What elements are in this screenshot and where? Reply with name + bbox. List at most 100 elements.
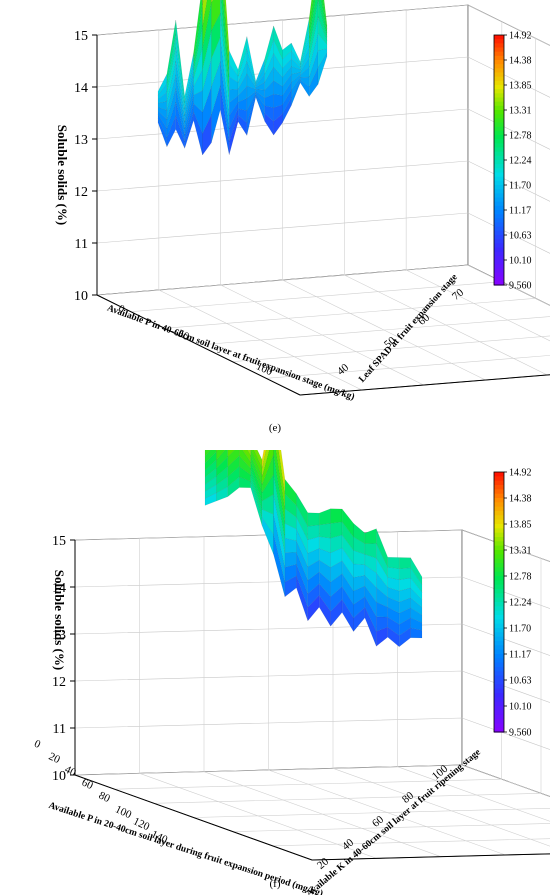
z-tick-label: 10 [74, 289, 88, 304]
surface-patch [399, 557, 411, 569]
colorbar-segment [494, 532, 504, 538]
z-tick-label: 12 [52, 675, 66, 690]
z-tick-label: 14 [52, 581, 66, 596]
colorbar-segment [494, 93, 504, 99]
colorbar-segment [494, 519, 504, 525]
colorbar-segment [494, 597, 504, 603]
colorbar-segment [494, 180, 504, 186]
colorbar-tick-label: 13.85 [509, 520, 532, 531]
colorbar-segment [494, 545, 504, 551]
surface-patch [319, 523, 331, 539]
colorbar-segment [494, 589, 504, 594]
colorbar-tick-label: 12.24 [509, 598, 532, 609]
surface-patch [309, 0, 314, 29]
colorbar-segment [494, 39, 504, 44]
colorbar-segment [494, 268, 504, 274]
colorbar-segment [494, 558, 504, 564]
colorbar-segment [494, 64, 504, 69]
colorbar-segment [494, 135, 504, 140]
surface-patch [216, 450, 218, 453]
colorbar-segment [494, 727, 504, 733]
colorbar-segment [494, 68, 504, 74]
colorbar-segment [494, 537, 504, 542]
gridline-floor [232, 823, 550, 832]
z-tick-label: 14 [74, 81, 88, 96]
colorbar-tick-label: 13.31 [509, 546, 532, 557]
z-axis-title: Soluble solids (%) [52, 570, 67, 670]
surface-patch [330, 508, 343, 524]
colorbar-tick-label: 13.31 [509, 106, 532, 117]
surface-e [157, 0, 328, 156]
surface-patch [227, 450, 240, 468]
colorbar-segment [494, 576, 504, 581]
z-axis-title: Soluble solids (%) [55, 125, 70, 225]
back-wall-right [467, 4, 550, 306]
colorbar-segment [494, 222, 504, 228]
colorbar-tick-label: 9.560 [509, 728, 532, 739]
chart-frame-f [70, 529, 550, 861]
colorbar-segment [494, 151, 504, 157]
colorbar-segment [494, 645, 504, 651]
surface-patch [387, 556, 400, 569]
colorbar-segment [494, 641, 504, 646]
surface-patch [204, 450, 211, 457]
colorbar-segment [494, 110, 504, 115]
colorbar-segment [494, 714, 504, 720]
surface-patch [247, 450, 251, 456]
colorbar-segment [494, 118, 504, 124]
colorbar-segment [494, 185, 504, 190]
colorbar-segment [494, 662, 504, 668]
colorbar-tick-label: 14.92 [509, 31, 532, 42]
colorbar-segment [494, 675, 504, 681]
gridline-floor [406, 269, 550, 342]
colorbar-segment [494, 130, 504, 136]
colorbar-segment [494, 563, 504, 568]
surface-patch [216, 450, 226, 461]
surface-patch [216, 450, 229, 469]
colorbar-f: 14.92 14.38 13.85 13.31 12.78 12.24 11.70 11.17… [493, 468, 532, 739]
colorbar-segment [494, 667, 504, 672]
colorbar-segment [494, 235, 504, 240]
colorbar-segment [494, 593, 504, 599]
colorbar-segment [494, 114, 504, 119]
colorbar-segment [494, 160, 504, 165]
z-tick-label: 15 [74, 29, 88, 44]
surface-patch [211, 0, 221, 31]
panel-f: 10 11 12 13 14 15 0 20 40 60 80 100 120 140 20 40 60 80 10… [0, 450, 550, 895]
surface-patch [261, 450, 270, 477]
colorbar-segment [494, 628, 504, 633]
colorbar-segment [494, 197, 504, 203]
colorbar-segment [494, 580, 504, 586]
surface-patch [193, 0, 203, 62]
colorbar-segment [494, 706, 504, 711]
surface-patch [322, 0, 328, 30]
surface-patch [309, 0, 319, 58]
colorbar-segment [494, 723, 504, 729]
colorbar-segment [494, 602, 504, 607]
colorbar-segment [494, 606, 504, 612]
colorbar-segment [494, 168, 504, 174]
x-tick-label: 0 [116, 303, 127, 316]
colorbar-segment [494, 524, 504, 529]
colorbar-segment [494, 201, 504, 207]
colorbar-segment [494, 515, 504, 521]
colorbar-segment [494, 89, 504, 94]
colorbar-segment [494, 649, 504, 655]
surface-patch [319, 508, 331, 526]
colorbar-segment [494, 51, 504, 57]
colorbar-segment [494, 35, 504, 40]
colorbar-tick-label: 10.63 [509, 231, 532, 242]
surface-patch [202, 0, 212, 48]
colorbar-segment [494, 280, 504, 286]
colorbar-segment [494, 122, 504, 128]
colorbar-segment [494, 671, 504, 677]
colorbar-tick-label: 13.85 [509, 81, 532, 92]
colorbar-segment [494, 255, 504, 261]
colorbar-segment [494, 47, 504, 53]
surface-patch [202, 0, 204, 5]
colorbar-tick-label: 10.63 [509, 676, 532, 687]
surface-f [204, 450, 423, 648]
colorbar-segment [494, 264, 504, 269]
surface-patch [307, 512, 320, 527]
colorbar-tick-label: 12.78 [509, 572, 532, 583]
